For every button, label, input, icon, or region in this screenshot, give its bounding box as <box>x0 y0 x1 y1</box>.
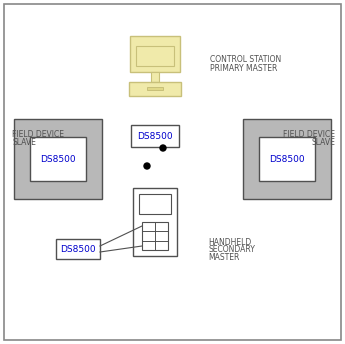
Bar <box>133 188 177 256</box>
Bar <box>142 222 168 250</box>
Bar <box>56 239 100 259</box>
Bar <box>147 87 163 90</box>
Bar <box>129 82 181 96</box>
Text: CONTROL STATION: CONTROL STATION <box>210 54 281 64</box>
Text: DS8500: DS8500 <box>40 154 76 163</box>
Text: SLAVE: SLAVE <box>12 138 36 147</box>
Text: SECONDARY: SECONDARY <box>208 246 255 255</box>
Text: DS8500: DS8500 <box>137 131 173 140</box>
Circle shape <box>144 163 150 169</box>
Circle shape <box>160 145 166 151</box>
Bar <box>30 137 86 181</box>
Bar <box>139 194 171 214</box>
Bar <box>243 119 331 199</box>
Bar <box>131 125 179 147</box>
Bar <box>14 119 102 199</box>
Text: MASTER: MASTER <box>208 254 239 262</box>
Bar <box>259 137 315 181</box>
Bar <box>136 46 174 66</box>
Text: PRIMARY MASTER: PRIMARY MASTER <box>210 64 277 73</box>
Text: DS8500: DS8500 <box>60 245 96 254</box>
Text: FIELD DEVICE: FIELD DEVICE <box>12 129 64 139</box>
Text: DS8500: DS8500 <box>269 154 305 163</box>
Text: SLAVE: SLAVE <box>311 138 335 147</box>
Bar <box>130 36 180 72</box>
Text: FIELD DEVICE: FIELD DEVICE <box>283 129 335 139</box>
Bar <box>151 72 159 82</box>
Text: HANDHELD: HANDHELD <box>208 237 251 247</box>
